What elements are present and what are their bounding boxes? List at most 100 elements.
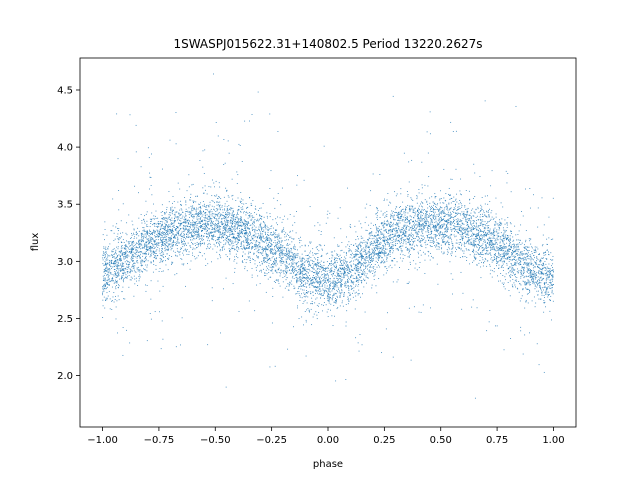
data-point (279, 261, 281, 263)
data-point (264, 222, 266, 224)
data-point (514, 251, 516, 252)
data-point (343, 275, 345, 277)
data-point (192, 249, 194, 250)
data-point (312, 248, 314, 250)
data-point (259, 237, 261, 239)
data-point (460, 178, 462, 180)
data-point (482, 225, 484, 227)
data-point (248, 242, 249, 244)
data-point (201, 255, 203, 257)
data-point (419, 209, 420, 211)
data-point (448, 202, 450, 204)
data-point (197, 234, 199, 236)
data-point (279, 248, 281, 250)
data-point (231, 226, 233, 228)
data-point (170, 230, 172, 232)
data-point (301, 245, 303, 247)
data-point (373, 242, 375, 244)
data-point (255, 235, 257, 237)
data-point (422, 238, 424, 240)
data-point (512, 272, 514, 274)
data-point (531, 300, 533, 302)
data-point (132, 261, 134, 262)
data-point (551, 270, 553, 272)
data-point (405, 208, 407, 210)
data-point (155, 217, 157, 219)
data-point (416, 224, 418, 226)
data-point (413, 241, 415, 243)
data-point (162, 211, 164, 212)
data-point (389, 223, 391, 225)
data-point (197, 245, 199, 247)
data-point (421, 218, 423, 220)
data-point (307, 276, 309, 278)
data-point (547, 284, 549, 285)
data-point (451, 222, 453, 224)
data-point (277, 193, 279, 194)
data-point (380, 253, 382, 255)
data-point (150, 223, 152, 224)
data-point (519, 252, 521, 254)
data-point (409, 205, 411, 207)
data-point (422, 235, 424, 237)
data-point (347, 303, 349, 305)
data-point (169, 238, 171, 240)
data-point (381, 261, 383, 263)
data-point (442, 210, 444, 212)
data-point (539, 260, 541, 262)
data-point (523, 281, 525, 283)
data-point (536, 282, 538, 284)
data-point (187, 230, 189, 232)
data-point (169, 218, 171, 220)
data-point (401, 229, 403, 231)
data-point (485, 215, 487, 217)
data-point (519, 255, 521, 257)
data-point (442, 225, 444, 227)
data-point (104, 268, 106, 270)
data-point (387, 238, 389, 239)
data-point (473, 234, 475, 236)
data-point (390, 221, 392, 223)
data-point (384, 255, 385, 257)
data-point (180, 258, 182, 259)
data-point (466, 233, 468, 235)
data-point (293, 266, 294, 268)
data-point (337, 274, 338, 276)
data-point (510, 276, 512, 278)
data-point (321, 266, 323, 268)
data-point (521, 266, 523, 268)
data-point (311, 279, 313, 281)
data-point (320, 297, 322, 299)
data-point (358, 275, 360, 276)
data-point (292, 261, 294, 263)
data-point (174, 235, 176, 237)
data-point (193, 238, 195, 239)
data-point (353, 256, 354, 258)
data-point (311, 283, 313, 284)
data-point (485, 232, 486, 234)
data-point (530, 261, 532, 263)
data-point (246, 232, 248, 234)
data-point (343, 294, 345, 296)
data-point (550, 281, 551, 283)
data-point (102, 285, 104, 287)
data-point (305, 273, 307, 275)
data-point (529, 207, 531, 209)
data-point (455, 221, 457, 223)
data-point (408, 256, 410, 258)
data-point (498, 253, 499, 255)
data-point (516, 239, 518, 241)
data-point (157, 217, 159, 219)
data-point (352, 277, 354, 279)
data-point (384, 229, 386, 231)
data-point (136, 257, 138, 259)
data-point (291, 268, 293, 270)
data-point (372, 258, 374, 260)
data-point (162, 217, 164, 219)
data-point (521, 242, 523, 244)
data-point (406, 248, 408, 250)
data-point (464, 206, 466, 208)
data-point (492, 243, 494, 244)
data-point (290, 255, 292, 257)
data-point (170, 208, 172, 210)
